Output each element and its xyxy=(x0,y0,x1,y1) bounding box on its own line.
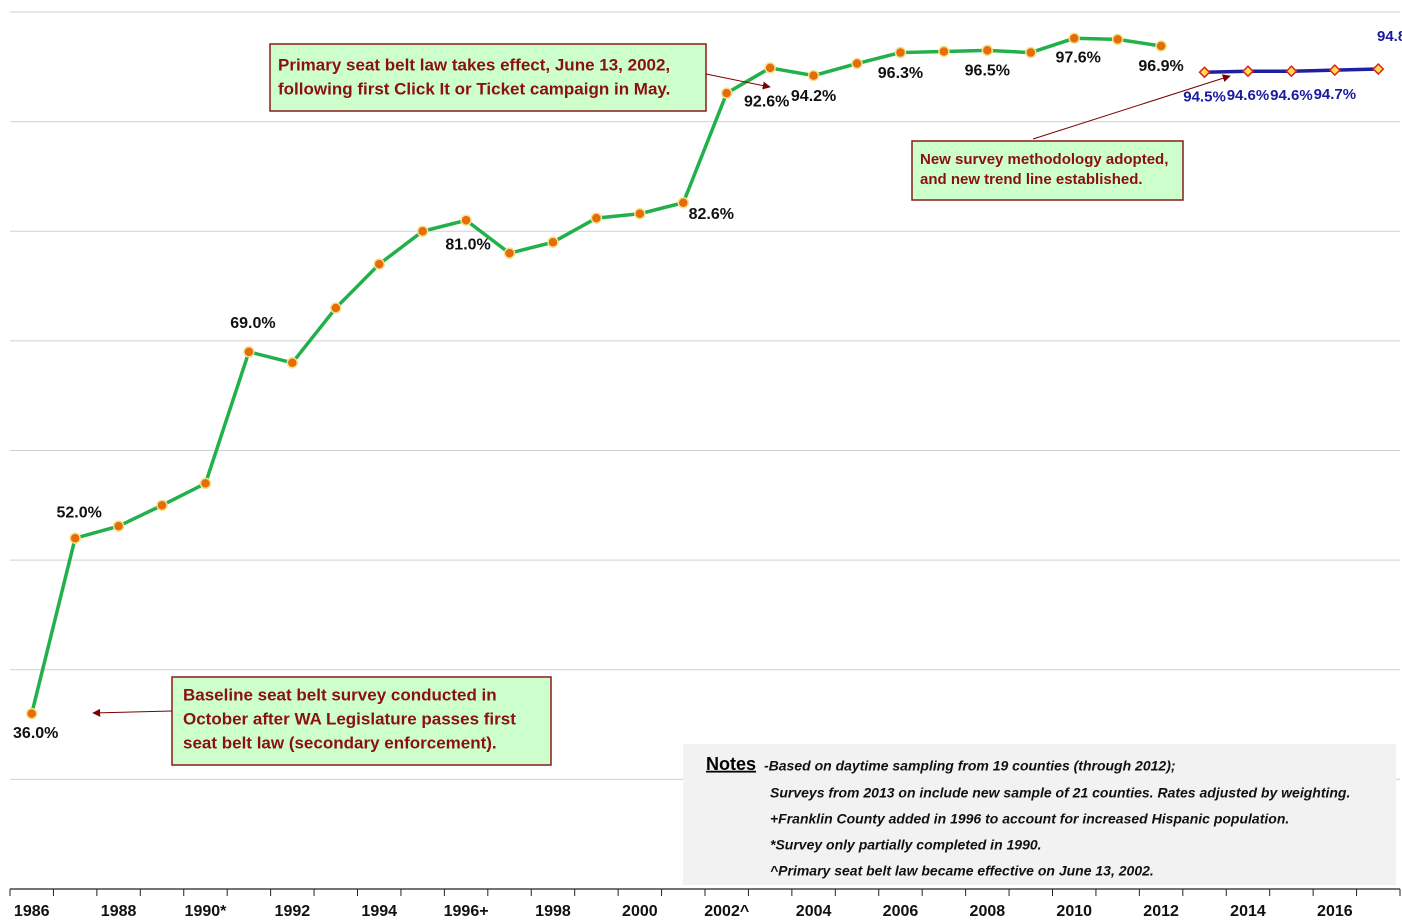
x-tick-label: 2010 xyxy=(1056,903,1092,920)
x-tick-label: 1992 xyxy=(275,903,311,920)
data-label: 97.6% xyxy=(1056,50,1101,67)
note-text: *Survey only partially completed in 1990… xyxy=(770,837,1042,853)
note-text: +Franklin County added in 1996 to accoun… xyxy=(770,811,1289,827)
marker xyxy=(807,69,820,82)
annotation-text: following first Click It or Ticket campa… xyxy=(278,79,670,98)
marker xyxy=(1155,40,1167,52)
x-tick-label: 1988 xyxy=(101,903,137,920)
marker xyxy=(547,236,559,248)
marker xyxy=(373,258,385,270)
notes-box xyxy=(683,744,1396,885)
x-tick-label: 2006 xyxy=(883,903,919,920)
marker xyxy=(938,45,950,58)
annotation-text: and new trend line established. xyxy=(920,171,1143,188)
annotation-box xyxy=(269,43,707,112)
marker xyxy=(243,346,255,358)
data-label: 96.5% xyxy=(965,63,1010,80)
marker xyxy=(503,247,516,259)
marker xyxy=(1111,33,1124,46)
data-label: 52.0% xyxy=(56,504,101,521)
marker xyxy=(416,225,429,237)
annotation-box xyxy=(171,676,552,766)
notes-title: Notes xyxy=(706,754,756,774)
marker xyxy=(286,357,299,369)
note-text: ^Primary seat belt law became effective … xyxy=(770,863,1154,879)
marker xyxy=(460,214,472,227)
series-line xyxy=(30,36,1162,715)
marker xyxy=(1025,46,1037,59)
annotation-box xyxy=(911,140,1184,201)
annotation-text: New survey methodology adopted, xyxy=(920,151,1168,168)
x-tick-label: 2004 xyxy=(796,903,832,920)
marker xyxy=(25,707,38,720)
arrow xyxy=(705,73,771,90)
arrow xyxy=(1032,74,1231,140)
plot: 36.0% 52.0% 69.0% 81.0% 82.6% 92.6% 94.2% 96.3%… xyxy=(13,28,1402,742)
data-label: 94.2% xyxy=(791,88,836,105)
data-label: 96.9% xyxy=(1138,58,1183,75)
marker xyxy=(156,499,168,512)
data-label: 94.6% xyxy=(1270,87,1313,104)
marker xyxy=(199,477,212,490)
marker xyxy=(330,302,342,314)
marker xyxy=(981,44,994,57)
annotation-text: Primary seat belt law takes effect, June… xyxy=(278,55,670,74)
annotation-text: seat belt law (secondary enforcement). xyxy=(183,733,497,752)
marker xyxy=(764,62,776,74)
note-text: -Based on daytime sampling from 19 count… xyxy=(764,758,1176,774)
x-tick-label: 1990* xyxy=(185,903,228,920)
x-tick-label: 2008 xyxy=(970,903,1006,920)
data-label: 96.3% xyxy=(878,65,923,82)
marker xyxy=(677,196,690,209)
marker xyxy=(590,212,603,224)
note-text: Surveys from 2013 on include new sample … xyxy=(770,785,1350,801)
marker xyxy=(69,532,81,544)
annotation-text: Baseline seat belt survey conducted in xyxy=(183,685,497,704)
data-label: 69.0% xyxy=(230,315,275,332)
x-tick-label: 2000 xyxy=(622,903,658,920)
x-tick-label: 1998 xyxy=(535,903,571,920)
marker xyxy=(720,87,733,99)
marker xyxy=(112,520,125,532)
x-tick-label: 1994 xyxy=(361,903,397,920)
data-label: 94.8% xyxy=(1377,28,1402,45)
grid xyxy=(9,11,1401,896)
x-tick-label: 2014 xyxy=(1230,903,1266,920)
x-tick-label: 1986 xyxy=(14,903,50,920)
x-tick-label: 2012 xyxy=(1143,903,1179,920)
marker xyxy=(634,207,646,220)
marker xyxy=(1241,65,1255,78)
annotation-text: October after WA Legislature passes firs… xyxy=(183,709,516,728)
x-tick-label: 1996+ xyxy=(444,903,489,920)
marker xyxy=(1198,66,1211,79)
marker xyxy=(1372,62,1385,76)
marker xyxy=(894,46,907,59)
data-label: 81.0% xyxy=(445,237,490,254)
marker xyxy=(1285,65,1298,78)
data-label: 94.5% xyxy=(1183,88,1226,105)
data-label: 92.6% xyxy=(744,93,789,110)
data-label: 94.6% xyxy=(1227,87,1270,104)
arrow xyxy=(92,708,173,717)
x-tick-label: 2002^ xyxy=(704,903,749,920)
marker xyxy=(851,57,863,70)
x-tick-label: 2016 xyxy=(1317,903,1353,920)
data-label: 82.6% xyxy=(689,206,734,223)
data-label: 36.0% xyxy=(13,725,58,742)
marker xyxy=(1068,32,1080,45)
data-label: 94.7% xyxy=(1314,86,1357,103)
marker xyxy=(1328,64,1341,77)
